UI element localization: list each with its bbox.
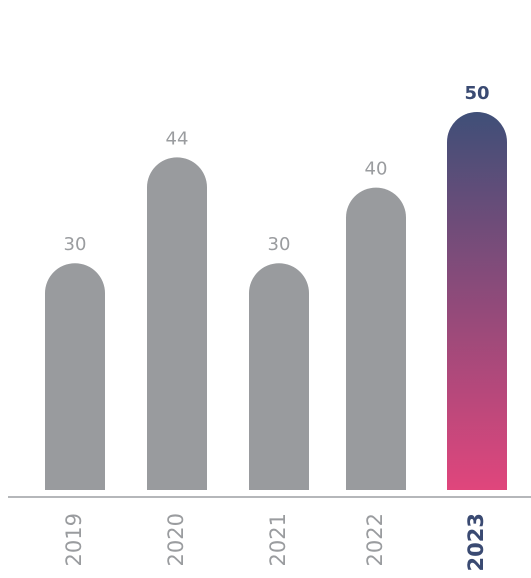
- x-tick-label: 2021: [266, 513, 290, 566]
- value-label: 44: [166, 128, 189, 149]
- value-label: 50: [464, 83, 489, 104]
- value-label: 30: [64, 234, 87, 255]
- x-tick-label: 2019: [62, 513, 86, 566]
- value-label: 40: [365, 159, 388, 180]
- bar: [147, 157, 207, 490]
- x-tick-label: 2023: [464, 513, 488, 571]
- bar: [447, 112, 507, 490]
- x-tick-label: 2020: [164, 513, 188, 566]
- bar: [249, 263, 309, 490]
- x-tick-label: 2022: [363, 513, 387, 566]
- bar: [45, 263, 105, 490]
- bar: [346, 187, 406, 490]
- value-label: 30: [268, 234, 291, 255]
